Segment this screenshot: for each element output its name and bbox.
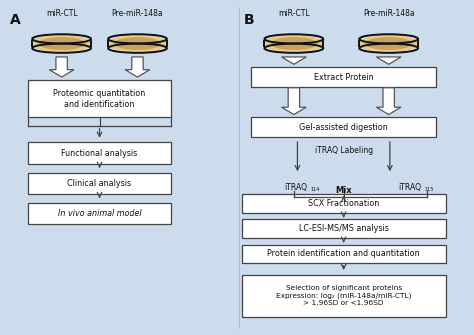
- Text: miR-CTL: miR-CTL: [46, 9, 77, 18]
- Polygon shape: [376, 88, 401, 115]
- FancyBboxPatch shape: [28, 142, 171, 164]
- Text: iTRAQ Labeling: iTRAQ Labeling: [315, 146, 373, 155]
- Ellipse shape: [365, 37, 412, 50]
- FancyBboxPatch shape: [242, 245, 446, 263]
- Text: Functional analysis: Functional analysis: [62, 149, 137, 158]
- Text: Pre-miR-148a: Pre-miR-148a: [363, 9, 414, 18]
- Text: Proteomic quantitation
and identification: Proteomic quantitation and identificatio…: [54, 89, 146, 109]
- Polygon shape: [376, 57, 401, 64]
- Polygon shape: [282, 88, 306, 115]
- Ellipse shape: [32, 35, 91, 53]
- FancyBboxPatch shape: [28, 80, 171, 117]
- Text: miR-CTL: miR-CTL: [278, 9, 310, 18]
- FancyBboxPatch shape: [242, 194, 446, 213]
- FancyBboxPatch shape: [251, 117, 436, 137]
- Text: 114: 114: [310, 187, 320, 192]
- Text: iTRAQ: iTRAQ: [398, 183, 421, 192]
- FancyBboxPatch shape: [242, 219, 446, 238]
- Text: Protein identification and quantitation: Protein identification and quantitation: [267, 249, 420, 258]
- Ellipse shape: [114, 37, 161, 50]
- Ellipse shape: [264, 35, 323, 53]
- Text: B: B: [244, 13, 255, 27]
- Text: 115: 115: [424, 187, 434, 192]
- Text: In vivo animal model: In vivo animal model: [58, 209, 141, 218]
- Text: SCX Fractionation: SCX Fractionation: [308, 199, 379, 208]
- Ellipse shape: [108, 35, 167, 53]
- Text: Selection of significant proteins
Expression: log₂ (miR-148a/miR-CTL)
> 1.96SD o: Selection of significant proteins Expres…: [276, 285, 411, 307]
- Ellipse shape: [38, 37, 85, 50]
- Text: LC-ESI-MS/MS analysis: LC-ESI-MS/MS analysis: [299, 224, 389, 233]
- Ellipse shape: [359, 35, 418, 53]
- Text: Pre-miR-148a: Pre-miR-148a: [112, 9, 163, 18]
- Polygon shape: [282, 57, 306, 64]
- Text: Extract Protein: Extract Protein: [314, 73, 374, 81]
- Text: A: A: [9, 13, 20, 27]
- FancyBboxPatch shape: [28, 203, 171, 224]
- FancyBboxPatch shape: [242, 275, 446, 317]
- Polygon shape: [125, 57, 150, 77]
- Text: iTRAQ: iTRAQ: [284, 183, 308, 192]
- Ellipse shape: [270, 37, 318, 50]
- FancyBboxPatch shape: [251, 67, 436, 87]
- Text: Gel-assisted digestion: Gel-assisted digestion: [299, 123, 388, 132]
- Polygon shape: [49, 57, 74, 77]
- Text: Clinical analysis: Clinical analysis: [67, 179, 132, 188]
- Text: Mix: Mix: [335, 186, 352, 195]
- FancyBboxPatch shape: [28, 173, 171, 194]
